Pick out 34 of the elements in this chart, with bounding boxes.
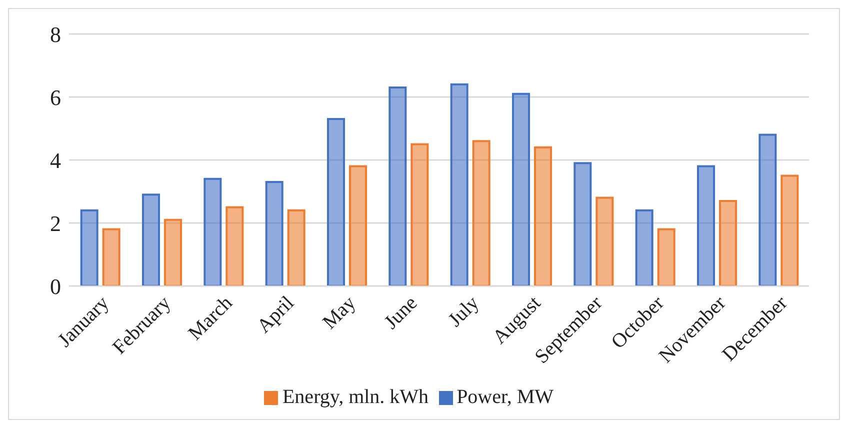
y-tick-label: 0 <box>50 274 61 299</box>
y-tick-label: 6 <box>50 84 61 110</box>
y-tick-label: 8 <box>50 22 61 47</box>
bar <box>349 165 367 286</box>
bar <box>534 146 552 286</box>
bar <box>719 200 737 286</box>
bar <box>327 118 345 286</box>
bar <box>758 134 777 286</box>
y-tick-label: 4 <box>50 148 61 173</box>
bar <box>410 143 429 286</box>
bar <box>388 86 407 286</box>
bar <box>450 83 468 286</box>
bar <box>596 196 614 286</box>
bar <box>512 92 530 286</box>
bar <box>265 181 284 286</box>
bar <box>780 174 799 286</box>
bar <box>574 162 592 286</box>
bar <box>164 218 182 286</box>
bar <box>226 206 244 286</box>
y-tick-label: 2 <box>50 210 61 236</box>
legend-label: Energy, mln. kWh <box>282 386 429 408</box>
x-tick-label: May <box>318 292 360 334</box>
legend-label: Power, MW <box>456 386 554 408</box>
x-tick-label: June <box>380 292 422 334</box>
bar <box>142 194 160 286</box>
bar <box>697 165 715 286</box>
bar <box>204 178 222 286</box>
bar <box>472 140 490 286</box>
x-tick-label: July <box>444 292 484 332</box>
bar <box>80 209 98 286</box>
bar <box>657 228 676 286</box>
bar <box>287 209 306 286</box>
bar <box>102 228 120 286</box>
bar <box>635 209 654 286</box>
